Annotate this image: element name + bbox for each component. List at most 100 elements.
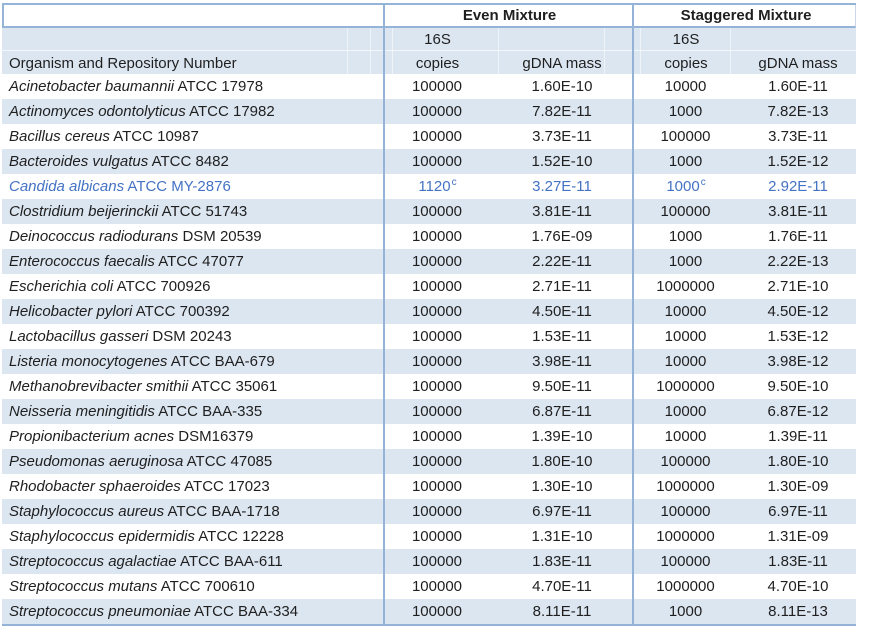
table-row: Staphylococcus aureus ATCC BAA-1718 1000…: [2, 499, 856, 524]
staggered-gdna-cell: 6.87E-12: [767, 403, 829, 420]
organism-cell: Candida albicans ATCC MY-2876: [2, 178, 383, 195]
staggered-copies-value: 10000: [664, 328, 707, 345]
staggered-copies-value: 1000000: [656, 528, 715, 545]
staggered-copies-value: 1000000: [656, 278, 715, 295]
even-gdna-cell: 6.87E-11: [532, 403, 592, 420]
staggered-copies-cell: 100000: [632, 128, 740, 145]
staggered-copies-value: 100000: [660, 203, 711, 220]
strain-id: ATCC 700392: [135, 303, 230, 320]
strain-id: ATCC MY-2876: [127, 178, 231, 195]
even-copies-value: 100000: [411, 528, 463, 545]
staggered-copies-cell: 100000: [632, 553, 740, 570]
staggered-gdna-cell: 2.71E-10: [767, 278, 829, 295]
even-copies-cell: 100000: [383, 403, 492, 420]
table-row: Pseudomonas aeruginosa ATCC 47085 100000…: [2, 449, 856, 474]
staggered-gdna-cell: 7.82E-13: [767, 103, 829, 120]
strain-id: ATCC 17982: [189, 103, 275, 120]
table-row: Clostridium beijerinckii ATCC 51743 1000…: [2, 199, 856, 224]
species-name: Enterococcus faecalis: [9, 253, 155, 270]
species-name: Actinomyces odontolyticus: [9, 103, 186, 120]
staggered-gdna-cell: 3.98E-12: [767, 353, 829, 370]
staggered-gdna-cell: 1.83E-11: [768, 553, 828, 570]
staggered-gdna-cell: 9.50E-10: [767, 378, 829, 395]
organism-cell: Clostridium beijerinckii ATCC 51743: [2, 203, 383, 220]
organism-cell: Escherichia coli ATCC 700926: [2, 278, 383, 295]
organism-cell: Staphylococcus epidermidis ATCC 12228: [2, 528, 383, 545]
organism-cell: Helicobacter pylori ATCC 700392: [2, 303, 383, 320]
even-gdna-cell: 1.52E-10: [531, 153, 593, 170]
organism-cell: Acinetobacter baumannii ATCC 17978: [2, 78, 383, 95]
strain-id: ATCC 47077: [158, 253, 244, 270]
column-header-row: Organism and Repository Number copies gD…: [2, 51, 856, 74]
strain-id: DSM16379: [178, 428, 254, 445]
even-copies-value: 100000: [411, 378, 463, 395]
even-gdna-cell: 1.76E-09: [531, 228, 593, 245]
species-name: Acinetobacter baumannii: [9, 78, 175, 95]
table-row: Escherichia coli ATCC 700926 100000 2.71…: [2, 274, 856, 299]
strain-id: ATCC 8482: [151, 153, 229, 170]
even-copies-value: 1120: [418, 178, 451, 195]
staggered-copies-cell: 100000: [632, 203, 740, 220]
even-copies-value: 100000: [411, 603, 463, 620]
even-copies-cell: 100000: [383, 153, 492, 170]
group-header-row: Even Mixture Staggered Mixture: [2, 5, 856, 28]
vertical-divider-staggered: [632, 5, 634, 624]
table-row: Streptococcus agalactiae ATCC BAA-611 10…: [2, 549, 856, 574]
even-gdna-cell: 1.31E-10: [531, 528, 593, 545]
even-copies-value: 100000: [411, 228, 463, 245]
even-gdna-cell: 2.22E-11: [532, 253, 592, 270]
even-gdna-column-header: gDNA mass: [522, 55, 602, 72]
even-copies-footnote: c: [451, 178, 457, 188]
strain-id: ATCC 17978: [177, 78, 264, 95]
even-copies-value: 100000: [411, 253, 463, 270]
staggered-copies-value: 10000: [664, 303, 707, 320]
mixture-composition-table: Even Mixture Staggered Mixture 16S 16S O…: [2, 3, 856, 626]
species-name: Streptococcus agalactiae: [9, 553, 177, 570]
even-copies-value: 100000: [411, 103, 463, 120]
staggered-copies-cell: 1000000: [632, 378, 740, 395]
even-gdna-cell: 1.53E-11: [532, 328, 592, 345]
organism-cell: Streptococcus mutans ATCC 700610: [2, 578, 383, 595]
even-gdna-cell: 4.50E-11: [532, 303, 592, 320]
even-gdna-cell: 1.39E-10: [531, 428, 593, 445]
staggered-gdna-cell: 3.81E-11: [768, 203, 828, 220]
staggered-mixture-group-header: Staggered Mixture: [680, 7, 812, 24]
subheader-empty: [2, 28, 383, 50]
even-copies-cell: 100000: [383, 553, 492, 570]
staggered-copies-column-header: copies: [664, 55, 708, 72]
strain-id: ATCC 12228: [198, 528, 284, 545]
even-copies-cell: 100000: [383, 303, 492, 320]
table-body: Acinetobacter baumannii ATCC 17978 10000…: [2, 74, 856, 624]
even-copies-value: 100000: [411, 453, 463, 470]
even-copies-cell: 100000: [383, 603, 492, 620]
staggered-copies-value: 1000000: [656, 478, 715, 495]
even-copies-cell: 100000: [383, 253, 492, 270]
staggered-copies-value: 100000: [660, 553, 711, 570]
species-name: Deinococcus radiodurans: [9, 228, 179, 245]
even-copies-value: 100000: [411, 278, 463, 295]
staggered-copies-value: 100000: [660, 503, 711, 520]
table-row: Actinomyces odontolyticus ATCC 17982 100…: [2, 99, 856, 124]
species-name: Escherichia coli: [9, 278, 114, 295]
strain-id: ATCC BAA-611: [179, 553, 283, 570]
staggered-copies-value: 100000: [660, 453, 711, 470]
staggered-copies-cell: 1000000: [632, 578, 740, 595]
staggered-gdna-cell: 1.39E-11: [768, 428, 828, 445]
organism-cell: Propionibacterium acnes DSM16379: [2, 428, 383, 445]
staggered-gdna-cell: 1.31E-09: [767, 528, 829, 545]
staggered-copies-value: 10000: [664, 428, 707, 445]
vertical-divider-even: [383, 5, 385, 624]
strain-id: ATCC 700926: [116, 278, 211, 295]
staggered-copies-value: 1000: [668, 253, 703, 270]
even-gdna-cell: 3.27E-11: [532, 178, 592, 195]
even-gdna-cell: 2.71E-11: [532, 278, 592, 295]
organism-cell: Neisseria meningitidis ATCC BAA-335: [2, 403, 383, 420]
staggered-copies-value: 1000000: [656, 578, 715, 595]
staggered-gdna-cell: 2.92E-11: [768, 178, 828, 195]
species-name: Streptococcus pneumoniae: [9, 603, 191, 620]
even-copies-value: 100000: [411, 503, 463, 520]
organism-cell: Pseudomonas aeruginosa ATCC 47085: [2, 453, 383, 470]
species-name: Neisseria meningitidis: [9, 403, 155, 420]
table-row: Listeria monocytogenes ATCC BAA-679 1000…: [2, 349, 856, 374]
